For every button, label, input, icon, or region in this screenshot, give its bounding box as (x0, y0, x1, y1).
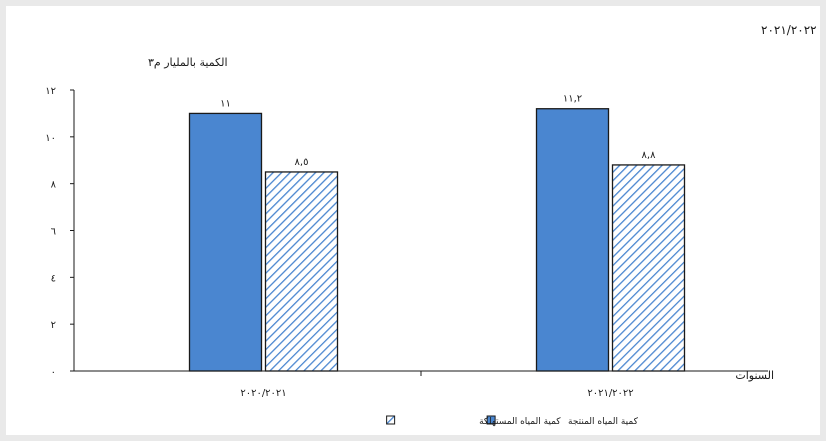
y-tick-label: ٨ (51, 180, 57, 191)
legend-swatch (486, 415, 496, 425)
chart-title: كمية المياه النقية المنتجة والمستهلكة عا… (761, 23, 820, 38)
x-axis-label: السنوات (735, 369, 774, 382)
legend-label: كمية المياه المستهلكة (479, 417, 561, 427)
data-label: ٨,٨ (642, 150, 657, 161)
data-label: ٨,٥ (295, 157, 309, 168)
data-label: ١١,٢ (563, 94, 582, 105)
y-axis-label: الكمية بالمليار م٣ (148, 56, 228, 69)
legend-swatch (386, 415, 396, 425)
data-label: ١١ (220, 98, 231, 109)
x-tick-label: ٢٠٢١/٢٠٢٢ (587, 388, 633, 399)
y-tick-label: ٤ (51, 273, 56, 284)
y-tick-label: ١٠ (45, 133, 56, 144)
y-tick-label: ٢ (51, 320, 56, 331)
bar-chart: كمية المياه النقية المنتجة والمستهلكة عا… (45, 23, 820, 427)
chart-frame: كمية المياه النقية المنتجة والمستهلكة عا… (6, 6, 820, 435)
legend-label: كمية المياه المنتجة (568, 417, 639, 427)
y-tick-label: ١٢ (45, 86, 56, 97)
bar-consumed-2 (611, 164, 686, 372)
x-tick-label: ٢٠٢٠/٢٠٢١ (240, 388, 286, 399)
bar-produced-1 (188, 112, 263, 372)
bar-produced-2 (535, 108, 610, 372)
y-tick-label: ٦ (51, 227, 56, 238)
bar-consumed-1 (264, 171, 339, 372)
y-tick-label: ٠ (51, 367, 56, 378)
